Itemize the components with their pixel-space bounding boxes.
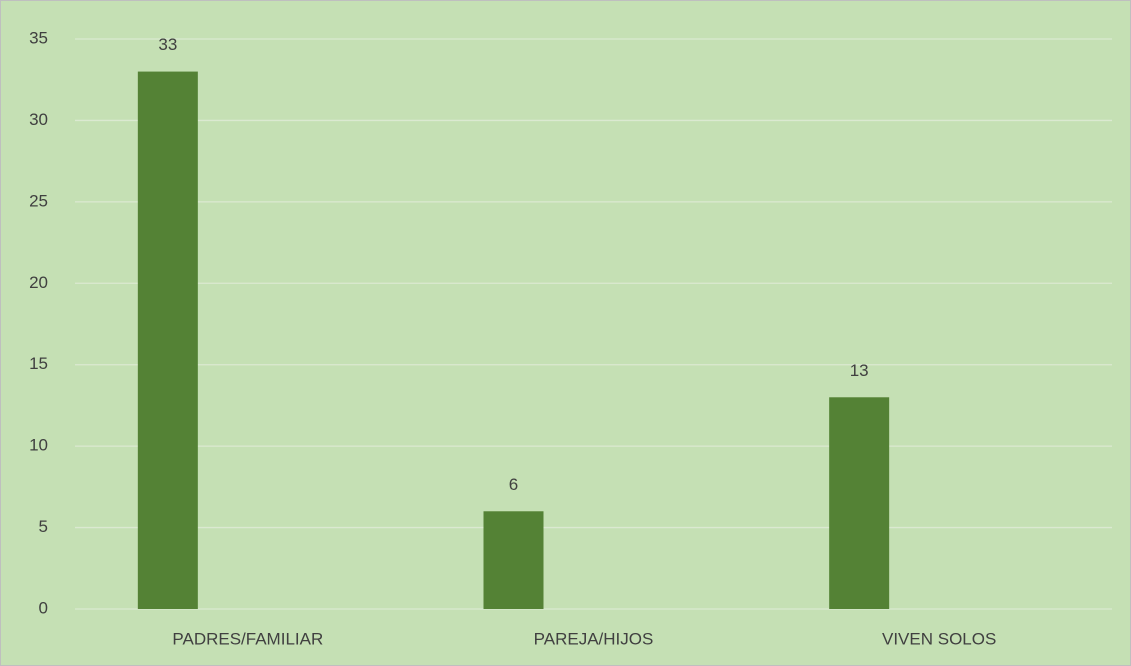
data-label: 33: [158, 35, 177, 54]
bar: [137, 71, 198, 610]
y-tick-label: 0: [39, 598, 48, 617]
x-tick-label: PADRES/FAMILIAR: [172, 629, 323, 648]
x-tick-label: PAREJA/HIJOS: [534, 629, 654, 648]
y-tick-label: 20: [29, 273, 48, 292]
y-tick-label: 15: [29, 354, 48, 373]
x-tick-label: VIVEN SOLOS: [882, 629, 996, 648]
bar: [829, 397, 890, 609]
y-tick-label: 30: [29, 110, 48, 129]
y-tick-label: 25: [29, 191, 48, 210]
bar: [483, 511, 544, 609]
y-tick-label: 10: [29, 436, 48, 455]
y-tick-label: 35: [29, 28, 48, 47]
data-label: 13: [850, 361, 869, 380]
y-tick-label: 5: [39, 517, 48, 536]
data-label: 6: [509, 475, 518, 494]
